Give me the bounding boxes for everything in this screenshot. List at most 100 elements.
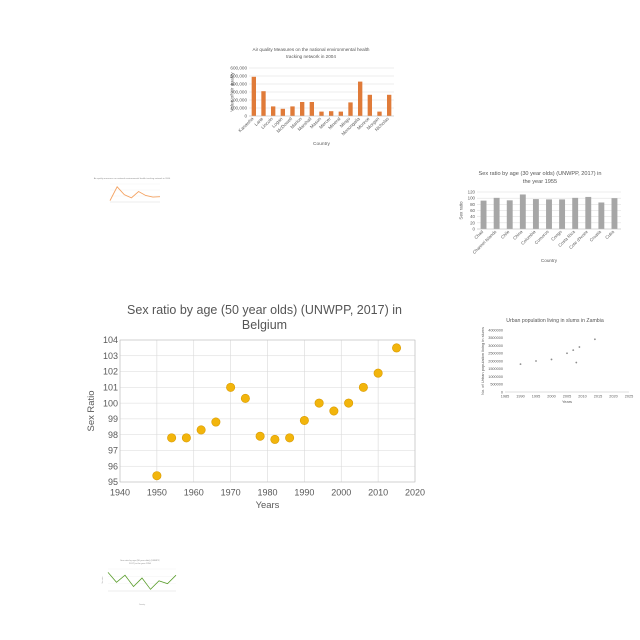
x-axis-label: Country	[139, 603, 145, 606]
y-tick-label: 80	[470, 202, 475, 207]
bar	[611, 198, 618, 229]
data-point	[566, 352, 568, 355]
x-tick-label: 2010	[578, 395, 586, 399]
x-tick-label: 1960	[184, 488, 204, 498]
data-point	[255, 431, 265, 441]
y-axis-label: No. of Urban population living in slums	[480, 327, 485, 395]
data-point	[285, 433, 295, 443]
chart-title: Sex ratio by age (80 year olds) (UNWPP, 2…	[120, 559, 160, 565]
chart-title-line: the year 1955	[523, 179, 557, 185]
y-tick-label: 99	[108, 414, 118, 424]
data-point	[344, 398, 354, 408]
y-tick-label: 4000000	[488, 328, 503, 332]
chart-2: Air quality measures on national environ…	[94, 177, 171, 203]
series-line	[109, 185, 161, 201]
y-tick-label: 95	[108, 477, 118, 487]
y-tick-label: 500,000	[230, 74, 247, 79]
x-tick-label: Channel Islands	[472, 229, 498, 255]
x-tick-label: 1970	[221, 488, 241, 498]
x-tick-label: 1990	[516, 395, 524, 399]
x-axis-label: Country	[313, 141, 330, 147]
y-tick-label: 0	[501, 390, 503, 394]
chart-title: Urban population living in slums in Zamb…	[506, 318, 604, 324]
x-tick-label: Cuba	[604, 229, 615, 240]
bar	[546, 199, 552, 229]
data-point	[329, 406, 339, 416]
x-tick-label: 2000	[547, 395, 555, 399]
y-tick-label: 40	[470, 214, 475, 219]
x-tick-label: Lane	[253, 116, 264, 127]
x-tick-label: 1990	[294, 488, 314, 498]
data-point	[314, 398, 324, 408]
x-tick-label: 1980	[257, 488, 277, 498]
data-point	[550, 358, 553, 361]
bar	[251, 76, 257, 116]
chart-title-line: Sex ratio by age (30 year olds) (UNWPP, …	[478, 171, 601, 177]
y-tick-label: 500000	[490, 383, 503, 387]
chart-title-line: Belgium	[242, 318, 287, 332]
bar	[572, 197, 579, 229]
data-point	[373, 368, 383, 378]
data-point	[167, 433, 177, 443]
data-point	[519, 363, 522, 365]
bar	[261, 91, 266, 116]
bar	[328, 111, 334, 116]
chart-title: Sex ratio by age (30 year olds) (UNWPP, …	[478, 171, 601, 185]
y-tick-label: 102	[103, 367, 118, 377]
bar	[290, 106, 295, 116]
x-tick-label: 1995	[532, 395, 540, 399]
chart-3: Sex ratio by age (30 year olds) (UNWPP, …	[458, 171, 621, 263]
data-point	[578, 346, 581, 348]
y-tick-label: 3000000	[488, 344, 503, 348]
chart-title-line: Air quality Measures on the national env…	[253, 47, 370, 52]
y-tick-label: 60	[470, 208, 475, 213]
bar	[309, 102, 315, 116]
x-tick-label: 1950	[147, 488, 167, 498]
chart-title-line: Sex ratio by age (50 year olds) (UNWPP, …	[127, 303, 402, 317]
x-tick-label: Comoros	[534, 229, 551, 246]
data-point	[270, 434, 280, 444]
series-line	[107, 572, 177, 590]
x-tick-label: 2020	[405, 488, 425, 498]
x-tick-label: 2015	[594, 395, 602, 399]
y-tick-label: 100	[103, 398, 118, 408]
bar	[480, 200, 487, 229]
bar	[280, 108, 286, 116]
y-tick-label: 0	[473, 227, 476, 232]
chart-title: Sex ratio by age (50 year olds) (UNWPP, …	[127, 303, 402, 332]
chart-title-line: Urban population living in slums in Zamb…	[506, 318, 604, 324]
data-point	[181, 433, 191, 443]
bar	[367, 94, 373, 116]
x-axis-label: Years	[256, 500, 280, 511]
chart-title-line: Air quality measures on national environ…	[94, 177, 171, 180]
bar	[506, 200, 513, 229]
y-tick-label: 300,000	[230, 90, 247, 95]
data-point	[299, 415, 309, 425]
y-tick-label: 98	[108, 430, 118, 440]
y-tick-label: 1000000	[488, 375, 503, 379]
y-tick-label: 100,000	[230, 106, 247, 111]
x-tick-label: Chile	[500, 229, 511, 240]
y-tick-label: 20	[470, 220, 475, 225]
data-point	[575, 361, 578, 364]
bar	[299, 102, 305, 116]
bar	[357, 81, 363, 116]
y-tick-label: 100	[468, 196, 476, 201]
chart-5: Urban population living in slums in Zamb…	[480, 318, 633, 404]
bar	[386, 94, 392, 116]
bar	[270, 106, 276, 116]
y-tick-label: 2500000	[488, 352, 503, 356]
bar	[585, 196, 592, 229]
bar	[338, 111, 344, 116]
y-tick-label: 120	[468, 190, 476, 195]
data-point	[211, 417, 221, 427]
x-tick-label: Croatia	[589, 229, 603, 243]
y-tick-label: 200,000	[230, 98, 247, 103]
data-point	[535, 360, 537, 362]
bar	[532, 199, 539, 229]
bar	[598, 202, 605, 229]
plot-border	[119, 339, 416, 483]
y-tick-label: 0	[244, 114, 247, 119]
x-tick-label: Chad	[473, 229, 484, 240]
bar	[348, 102, 353, 116]
